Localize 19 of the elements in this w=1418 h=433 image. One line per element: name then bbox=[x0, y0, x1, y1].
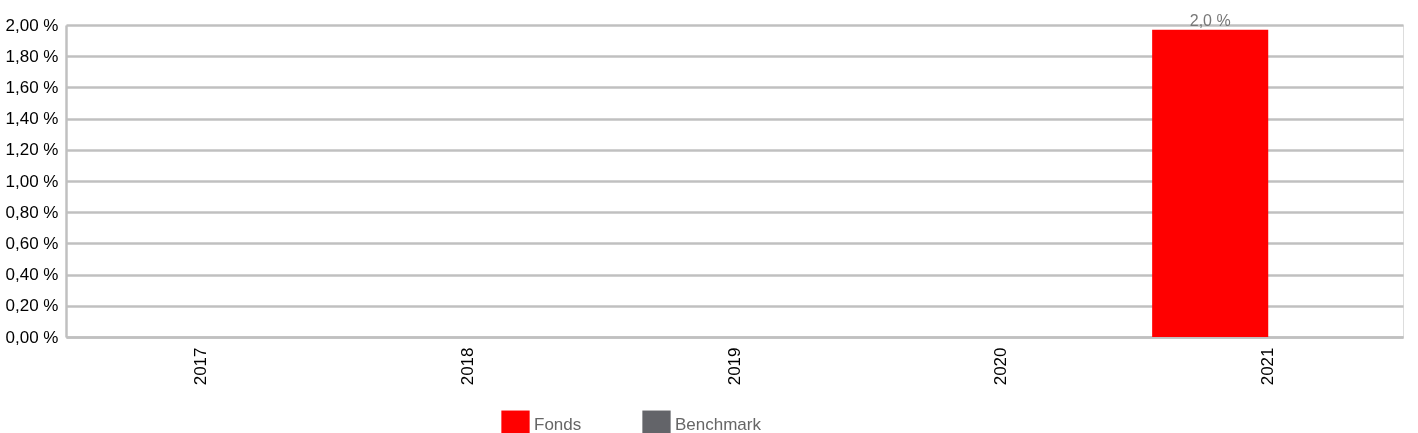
x-tick-label: 2019 bbox=[724, 347, 744, 386]
y-tick-label: 1,20 % bbox=[5, 140, 59, 160]
y-tick-label: 0,40 % bbox=[5, 265, 59, 285]
data-label: 2,0 % bbox=[1189, 11, 1231, 29]
x-tick-label: 2020 bbox=[991, 347, 1011, 386]
y-tick-label: 0,00 % bbox=[5, 327, 59, 347]
y-tick-label: 1,80 % bbox=[5, 46, 59, 66]
y-tick-label: 1,60 % bbox=[5, 77, 59, 97]
legend-label: Fonds bbox=[534, 414, 582, 433]
y-tick-label: 0,60 % bbox=[5, 233, 59, 253]
x-tick-label: 2018 bbox=[457, 347, 477, 386]
y-tick-label: 1,40 % bbox=[5, 109, 59, 129]
x-tick-label: 2017 bbox=[190, 347, 210, 386]
x-tick-label: 2021 bbox=[1258, 347, 1278, 386]
legend-label: Benchmark bbox=[675, 414, 762, 433]
y-tick-label: 0,80 % bbox=[5, 202, 59, 222]
y-tick-label: 1,00 % bbox=[5, 171, 59, 191]
y-tick-label: 2,00 % bbox=[5, 15, 59, 35]
y-tick-label: 0,20 % bbox=[5, 296, 59, 316]
